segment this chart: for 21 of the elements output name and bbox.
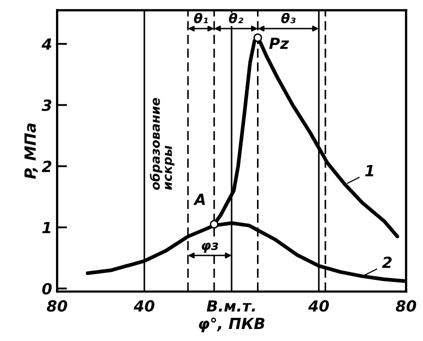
y-tick-label: 1 [42,222,50,234]
annotation: θ₃ [281,12,296,24]
x-tick-label: В.м.т. [206,300,255,312]
x-tick-label: 80 [46,300,68,312]
legend-label: 2 [382,256,392,268]
annotation: θ₁ [194,12,208,24]
x-tick-label: 80 [396,300,416,312]
y-axis-title: P, МПа [24,124,38,179]
annotation: φз [202,242,218,253]
y-tick-label: 0 [42,282,52,295]
annotation: A [193,194,205,205]
ref-line-label: образование искры [150,98,174,190]
legend-label: 1 [365,165,374,176]
annotation: θ₂ [228,12,244,24]
y-tick-label: 3 [42,99,52,112]
y-tick-label: 4 [42,38,52,50]
annotation: Pz [269,38,290,49]
x-tick-label: 40 [134,300,154,312]
x-tick-label: 40 [308,300,329,312]
x-axis-title: φ°, ПКВ [198,318,264,332]
y-tick-label: 2 [42,160,52,172]
